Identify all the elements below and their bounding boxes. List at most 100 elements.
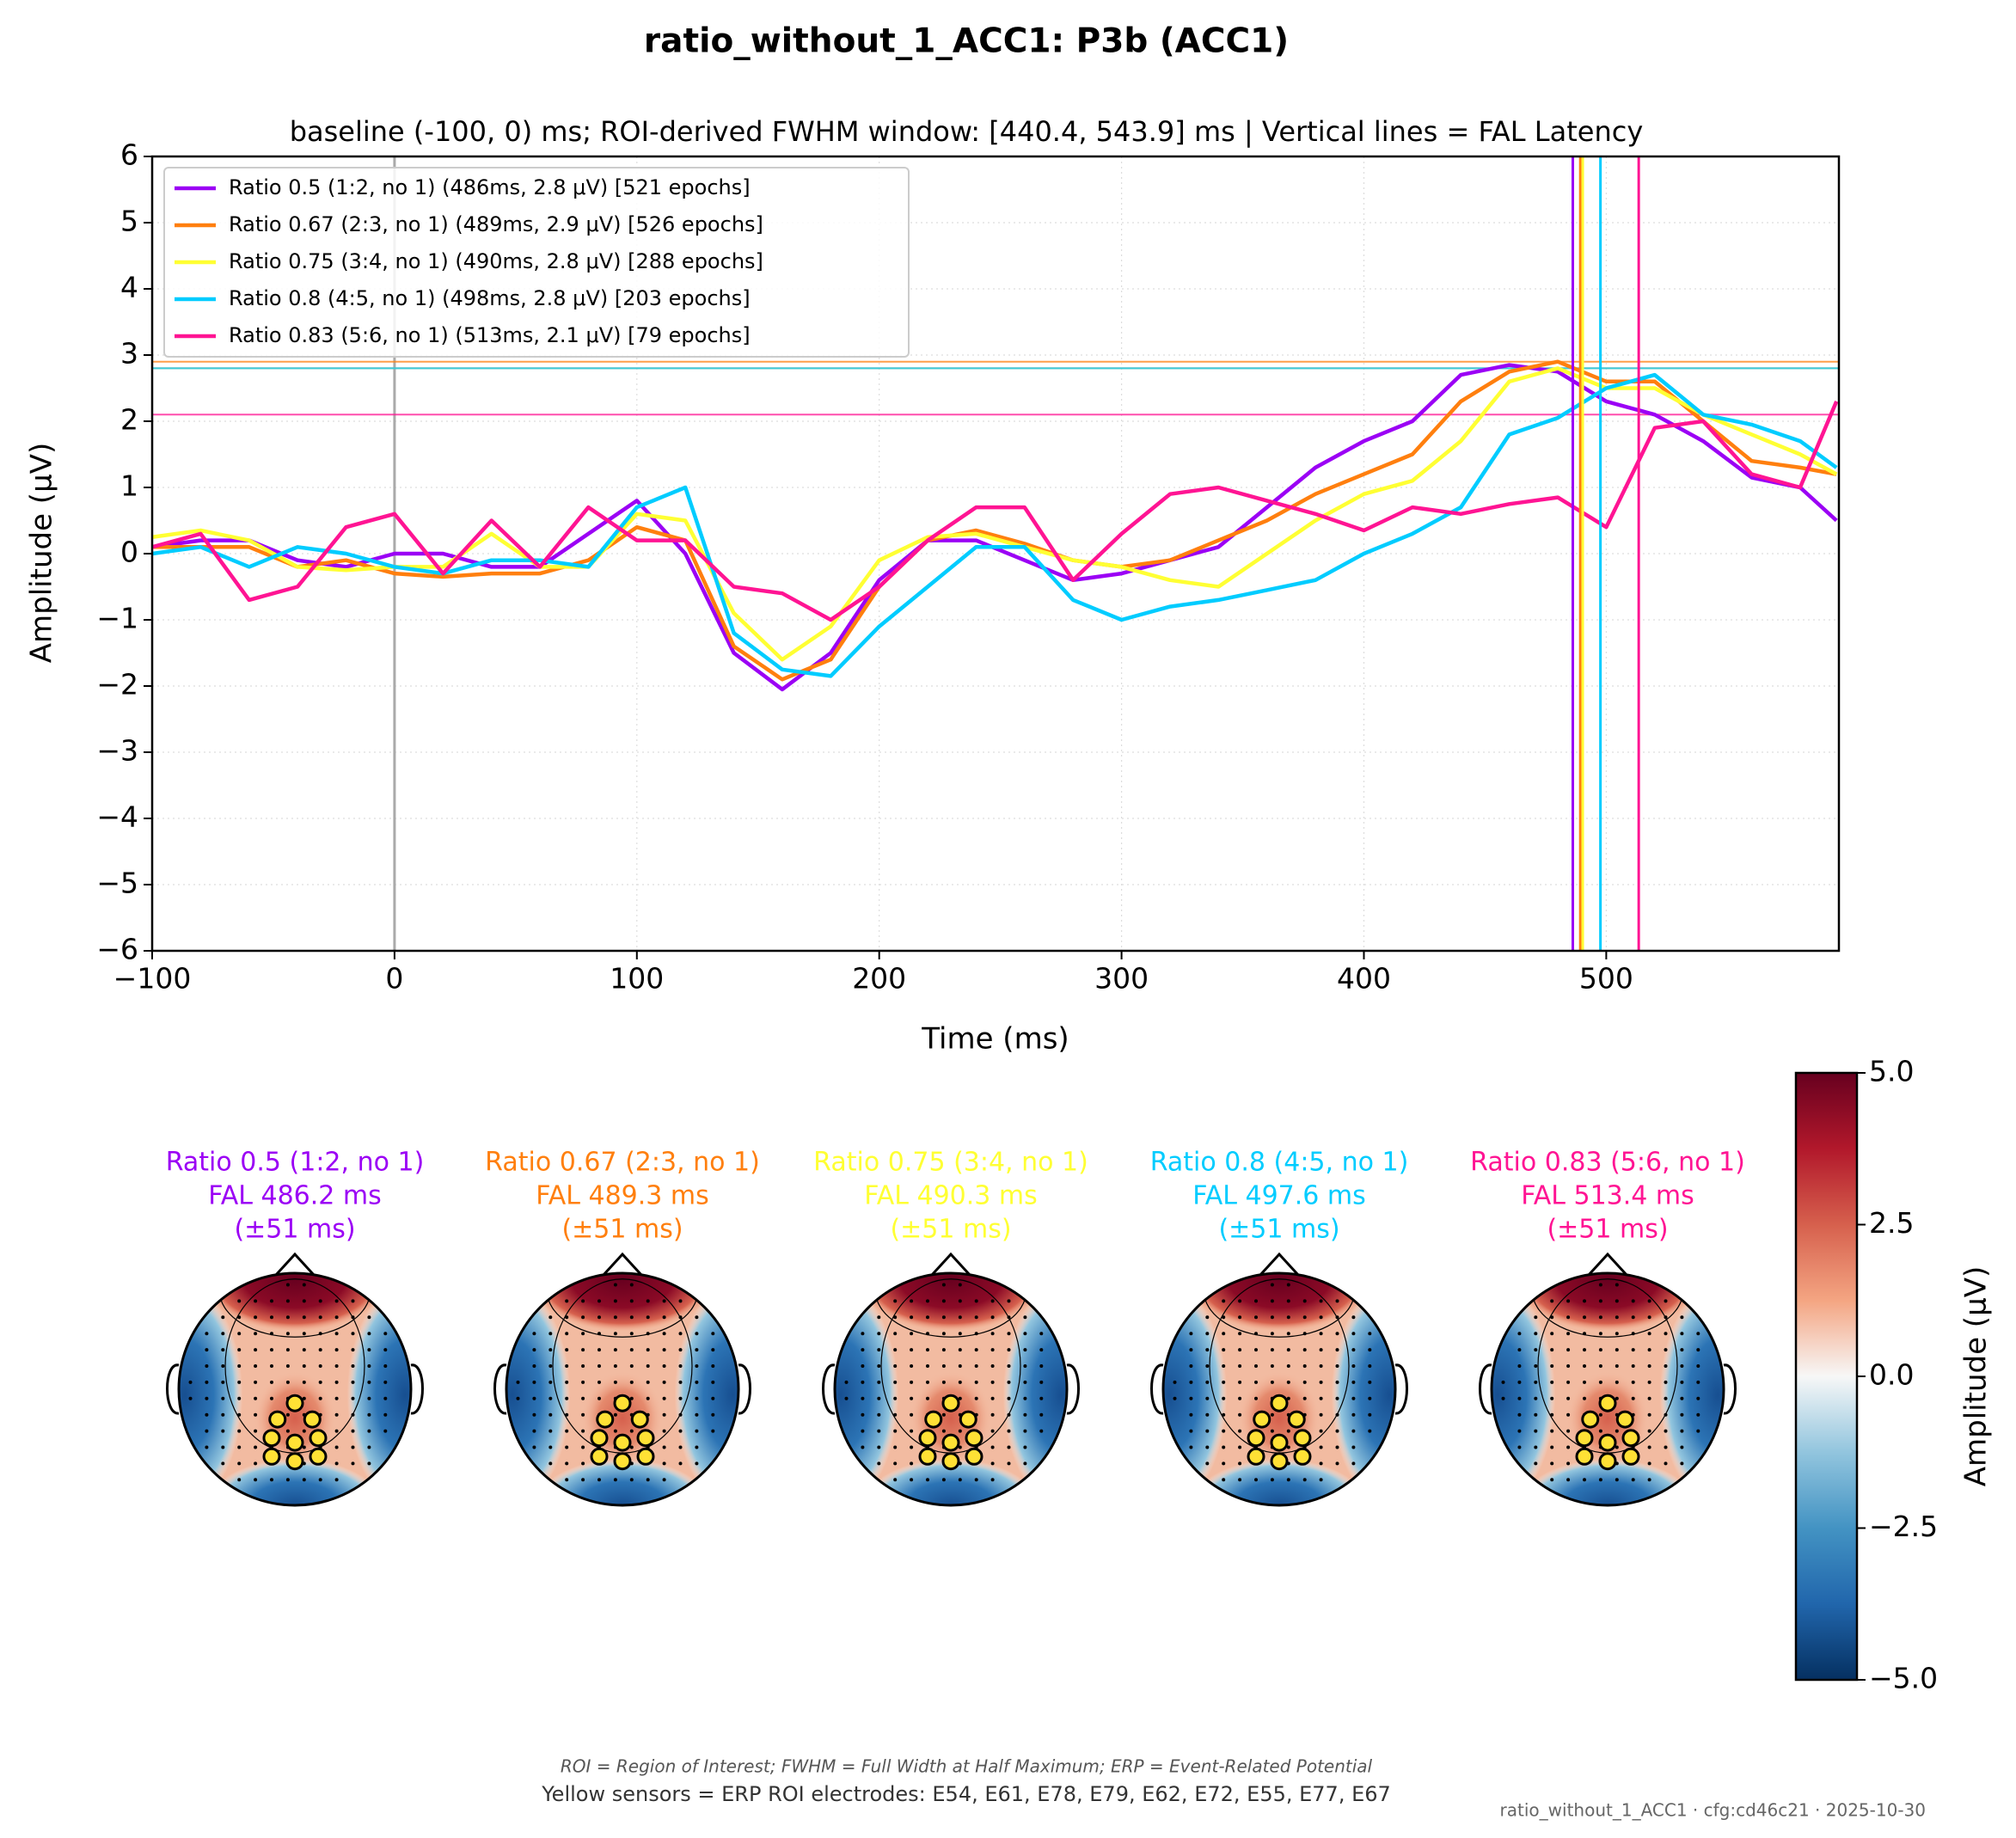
- sensor: [1238, 1478, 1242, 1482]
- sensor: [974, 1299, 978, 1303]
- sensor: [548, 1461, 553, 1466]
- sensor: [1680, 1364, 1684, 1368]
- sensor: [1205, 1348, 1210, 1352]
- sensor: [941, 1332, 946, 1336]
- sensor: [629, 1396, 634, 1400]
- topo-blue: [674, 1284, 738, 1505]
- sensor: [1550, 1445, 1554, 1449]
- roi-sensor: [262, 1447, 281, 1466]
- topomap-window: (±51 ms): [1547, 1215, 1668, 1245]
- sensor: [254, 1478, 258, 1482]
- sensor: [941, 1299, 946, 1303]
- sensor: [221, 1445, 225, 1449]
- sensor: [1566, 1396, 1571, 1400]
- nose: [1259, 1252, 1300, 1277]
- sensor: [1631, 1478, 1635, 1482]
- sensor: [334, 1364, 339, 1368]
- y-tick-label: 3: [120, 337, 138, 371]
- sensor: [1335, 1299, 1339, 1303]
- y-axis-label: Amplitude (μV): [25, 443, 59, 663]
- sensor: [1534, 1332, 1538, 1336]
- ear: [1723, 1363, 1737, 1415]
- y-tick-label: 6: [120, 138, 138, 172]
- sensor: [254, 1348, 258, 1352]
- plot-frame: [150, 155, 1841, 953]
- sensor: [1007, 1364, 1011, 1368]
- sensor: [629, 1445, 634, 1449]
- sensor: [1583, 1348, 1586, 1352]
- roi-sensor: [1581, 1410, 1600, 1429]
- sensor: [1222, 1461, 1226, 1466]
- y-tick-label: −1: [96, 602, 138, 635]
- roi-sensor: [1575, 1447, 1594, 1466]
- topo-blue: [1492, 1284, 1556, 1505]
- nose: [1587, 1252, 1628, 1277]
- sensor: [205, 1445, 209, 1449]
- topomap-fal: FAL 497.6 ms: [1192, 1181, 1366, 1211]
- roi-sensor: [1247, 1447, 1265, 1466]
- sensor: [1615, 1364, 1619, 1368]
- sensor: [1286, 1332, 1290, 1336]
- sensor: [1023, 1315, 1027, 1320]
- sensor: [1550, 1396, 1554, 1400]
- sensor: [1007, 1299, 1011, 1303]
- sensor: [1534, 1380, 1538, 1384]
- sensor: [1319, 1364, 1323, 1368]
- sensor: [877, 1380, 881, 1384]
- head-outline: [505, 1271, 740, 1507]
- sensor: [1039, 1364, 1044, 1368]
- sensor: [629, 1283, 634, 1287]
- sensor: [910, 1445, 914, 1449]
- sensor: [1550, 1348, 1554, 1352]
- sensor: [958, 1315, 962, 1320]
- sensor: [367, 1396, 371, 1400]
- sensor: [1583, 1478, 1586, 1482]
- sensor: [893, 1348, 898, 1352]
- legend-box: [163, 167, 910, 358]
- sensor: [318, 1380, 322, 1384]
- head-outline: [1490, 1271, 1725, 1507]
- sensor: [1598, 1315, 1602, 1320]
- sensor: [1598, 1412, 1602, 1417]
- sensor: [1696, 1364, 1700, 1368]
- sensor: [318, 1332, 322, 1336]
- x-tick-label: 500: [1579, 962, 1633, 996]
- sensor: [254, 1429, 258, 1433]
- sensor: [581, 1364, 585, 1368]
- sensor: [1664, 1429, 1668, 1433]
- topomap-window: (±51 ms): [1218, 1215, 1339, 1245]
- sensor: [221, 1429, 225, 1433]
- roi-sensor: [262, 1429, 281, 1448]
- sensor: [877, 1396, 881, 1400]
- sensor: [990, 1315, 995, 1320]
- y-tick-label: 1: [120, 469, 138, 503]
- sensor: [646, 1315, 650, 1320]
- sensor: [1222, 1429, 1226, 1433]
- y-tick-label: 4: [120, 271, 138, 304]
- sensor: [1205, 1396, 1210, 1400]
- sensor: [1189, 1412, 1193, 1417]
- roi-sensor: [613, 1394, 632, 1412]
- sensor: [383, 1412, 388, 1417]
- sensor: [1631, 1396, 1635, 1400]
- topomap-fal: FAL 490.3 ms: [864, 1181, 1038, 1211]
- sensor: [1023, 1461, 1027, 1466]
- sensor: [302, 1445, 306, 1449]
- sensor: [1550, 1364, 1554, 1368]
- sensor: [711, 1396, 715, 1400]
- sensor: [926, 1299, 929, 1303]
- sensor: [1647, 1412, 1651, 1417]
- sensor: [1205, 1332, 1210, 1336]
- sensor: [1189, 1364, 1193, 1368]
- sensor: [334, 1348, 339, 1352]
- sensor: [662, 1315, 666, 1320]
- sensor: [1335, 1429, 1339, 1433]
- sensor: [1550, 1478, 1554, 1482]
- sensor: [1615, 1429, 1619, 1433]
- roi-sensor: [965, 1429, 983, 1448]
- sensor: [237, 1396, 242, 1400]
- sensor: [678, 1380, 683, 1384]
- sensor: [565, 1299, 569, 1303]
- sensor: [1351, 1348, 1356, 1352]
- sensor: [1517, 1364, 1522, 1368]
